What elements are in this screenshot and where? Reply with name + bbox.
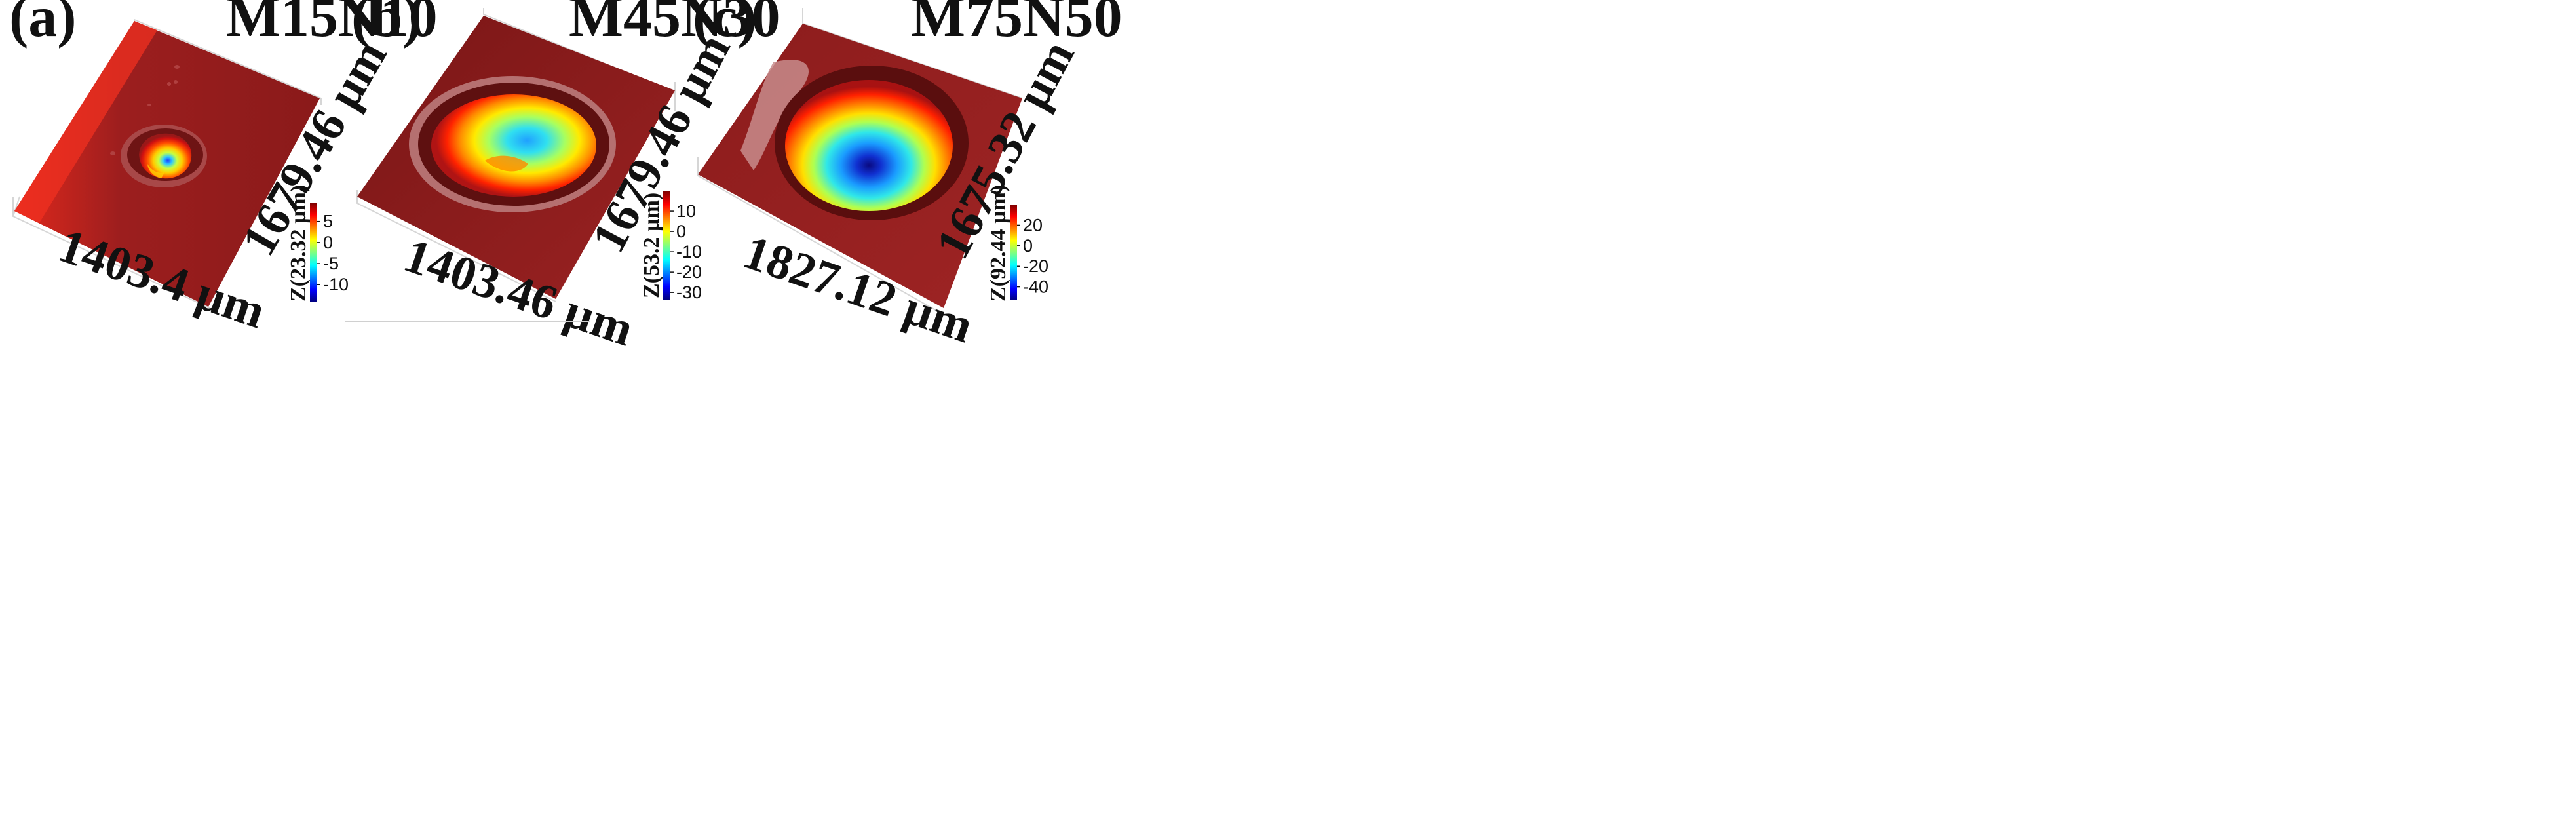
- colorbar-tick-label: -10: [323, 275, 349, 294]
- panel-b-colorbar: [663, 191, 670, 300]
- panel-c-title: M75N50: [911, 0, 1123, 49]
- colorbar-tick-label: -30: [676, 283, 702, 302]
- panel-c-colorbar-label: Z(92.44 µm): [986, 185, 1010, 302]
- colorbar-tick-label: -40: [1023, 277, 1048, 297]
- panel-a-colorbar: [310, 203, 317, 302]
- panel-b-colorbar-label: Z(53.2 µm): [640, 193, 664, 298]
- panel-c-colorbar-ticks: 200-20-40: [1017, 215, 1048, 297]
- colorbar-tick-label: -20: [676, 262, 702, 282]
- panel-a-colorbar-label: Z(23.32 µm): [286, 185, 311, 302]
- panel-a-crater: [139, 133, 192, 179]
- colorbar-tick-label: -20: [1023, 256, 1048, 276]
- panel-b: (b) M45N30 1403.46 µm 1679.46 µm 100-10-…: [345, 0, 780, 357]
- panel-c-crater: [785, 80, 953, 211]
- panel-c-ridge: [740, 60, 809, 170]
- panel-c: (c) M75N50 1827.12 µm 1675.32 µm 200-20-…: [693, 0, 1123, 353]
- panel-c-letter: (c): [693, 0, 757, 49]
- colorbar-tick-label: -10: [676, 242, 702, 262]
- colorbar-tick-label: 0: [676, 222, 686, 241]
- panel-c-colorbar: [1010, 205, 1017, 300]
- panel-b-colorbar-ticks: 100-10-20-30: [670, 201, 702, 302]
- colorbar-tick-label: 0: [1023, 236, 1033, 256]
- panel-a-letter: (a): [9, 0, 77, 49]
- panel-a-surface-edge: [14, 21, 157, 223]
- colorbar-tick-label: 10: [676, 201, 696, 221]
- panel-b-title: M45N30: [569, 0, 780, 49]
- panel-a: (a) M15N10 1403.4 µm 1679.46 µm 50-5-10 …: [9, 0, 438, 339]
- colorbar-tick-label: 0: [323, 233, 333, 252]
- panel-a-title: M15N10: [226, 0, 438, 49]
- colorbar-tick-label: -5: [323, 254, 339, 273]
- colorbar-tick-label: 20: [1023, 215, 1043, 235]
- panel-a-colorbar-ticks: 5 0 -5 -10: [317, 212, 349, 294]
- colorbar-tick-label: 5: [323, 212, 333, 231]
- panel-b-crater: [431, 94, 596, 197]
- panel-a-defects: [110, 65, 180, 155]
- panel-b-letter: (b): [351, 0, 422, 49]
